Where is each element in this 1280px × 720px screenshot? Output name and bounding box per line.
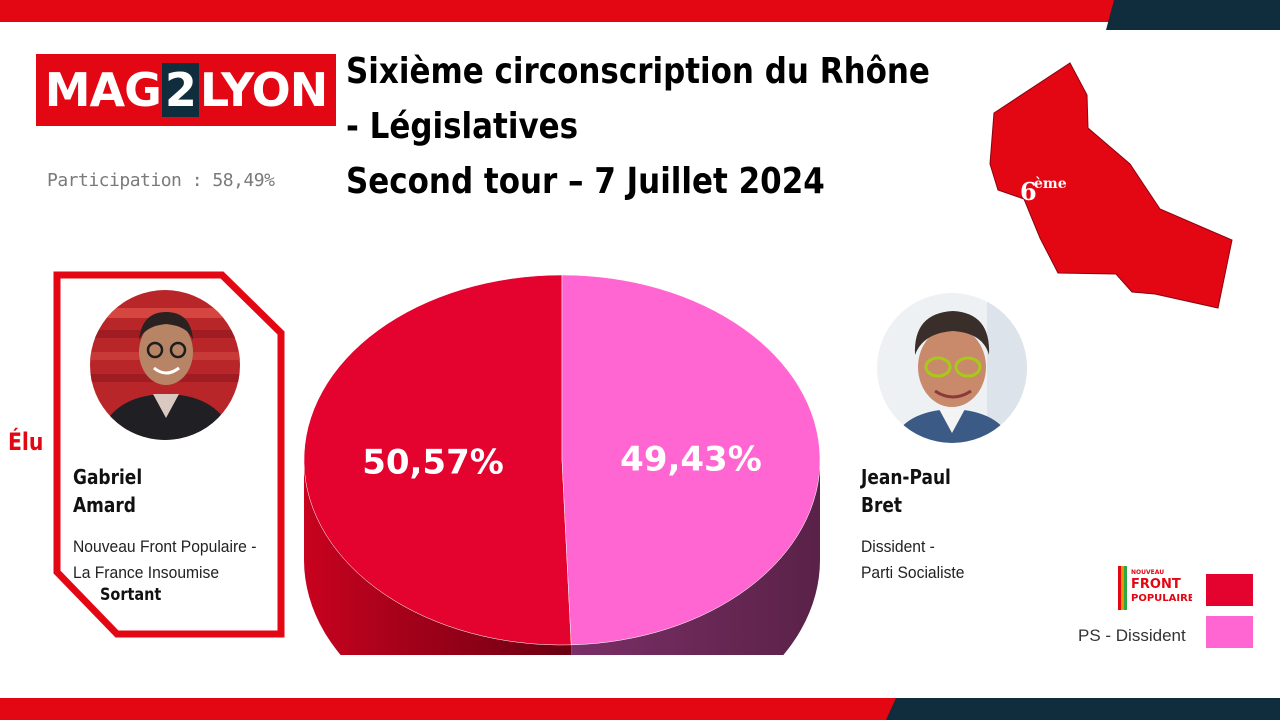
runner-up-last-name: Bret: [861, 493, 902, 517]
pie-side-runner-up: [571, 460, 820, 655]
winner-status: Sortant: [100, 585, 162, 605]
pie-slice-runner-up: [561, 274, 821, 646]
title-line-2: - Législatives: [346, 106, 579, 147]
participation-text: Participation : 58,49%: [47, 170, 275, 191]
map-label-sup: ème: [1034, 176, 1067, 192]
candidate-photo-icon: [90, 290, 240, 440]
mag2lyon-logo: MAG 2 LYON: [36, 54, 336, 126]
nfp-logo-top: NOUVEAU: [1131, 569, 1164, 576]
runner-up-name: Jean-Paul Bret: [861, 463, 951, 519]
nfp-logo-bot: POPULAIRE: [1131, 593, 1192, 604]
pie-slice-winner: [303, 274, 572, 646]
nfp-logo: NOUVEAU FRONT POPULAIRE: [1118, 566, 1192, 610]
runner-up-first-name: Jean-Paul: [861, 465, 951, 489]
title-line-1: Sixième circonscription du Rhône: [346, 51, 930, 92]
map-shape: [989, 62, 1233, 309]
constituency-map: 6 ème: [989, 62, 1233, 309]
logo-text-left: MAG: [44, 63, 162, 117]
page-title: Sixième circonscription du Rhône - Légis…: [346, 44, 930, 209]
title-line-3: Second tour – 7 Juillet 2024: [346, 161, 825, 202]
legend-label-ps: PS - Dissident: [1078, 626, 1186, 645]
winner-party-line-2: La France Insoumise: [73, 563, 220, 582]
runner-up-party-line-1: Dissident -: [861, 537, 935, 556]
elected-badge: Élu: [8, 428, 44, 456]
results-pie-chart: 50,57% 49,43%: [303, 274, 821, 655]
runner-up-party-line-2: Parti Socialiste: [861, 563, 965, 582]
slice-label-runner-up: 49,43%: [620, 439, 762, 479]
slice-label-winner: 50,57%: [362, 443, 504, 483]
legend-swatch-ps: [1206, 616, 1253, 648]
winner-first-name: Gabriel: [73, 465, 143, 489]
bottom-bar-red: [0, 698, 896, 720]
legend-swatch-nfp: [1206, 574, 1253, 606]
pie-side-winner: [304, 460, 572, 655]
bottom-bar-dark: [886, 698, 1280, 720]
map-label: 6: [1020, 177, 1037, 206]
top-bar-dark: [1106, 0, 1280, 30]
winner-frame: [53, 271, 285, 638]
candidate-photo-icon: [877, 293, 1027, 443]
runner-up-party: Dissident - Parti Socialiste: [861, 534, 964, 586]
runner-up-photo: [877, 293, 1027, 443]
winner-photo: [90, 290, 240, 440]
winner-party: Nouveau Front Populaire - La France Inso…: [73, 534, 256, 586]
logo-text-mid: 2: [161, 63, 199, 117]
nfp-logo-mid: FRONT: [1131, 577, 1181, 592]
winner-name: Gabriel Amard: [73, 463, 142, 519]
logo-text-right: LYON: [199, 63, 328, 117]
top-bar-red: [0, 0, 1114, 22]
winner-party-line-1: Nouveau Front Populaire -: [73, 537, 257, 556]
winner-last-name: Amard: [73, 493, 136, 517]
